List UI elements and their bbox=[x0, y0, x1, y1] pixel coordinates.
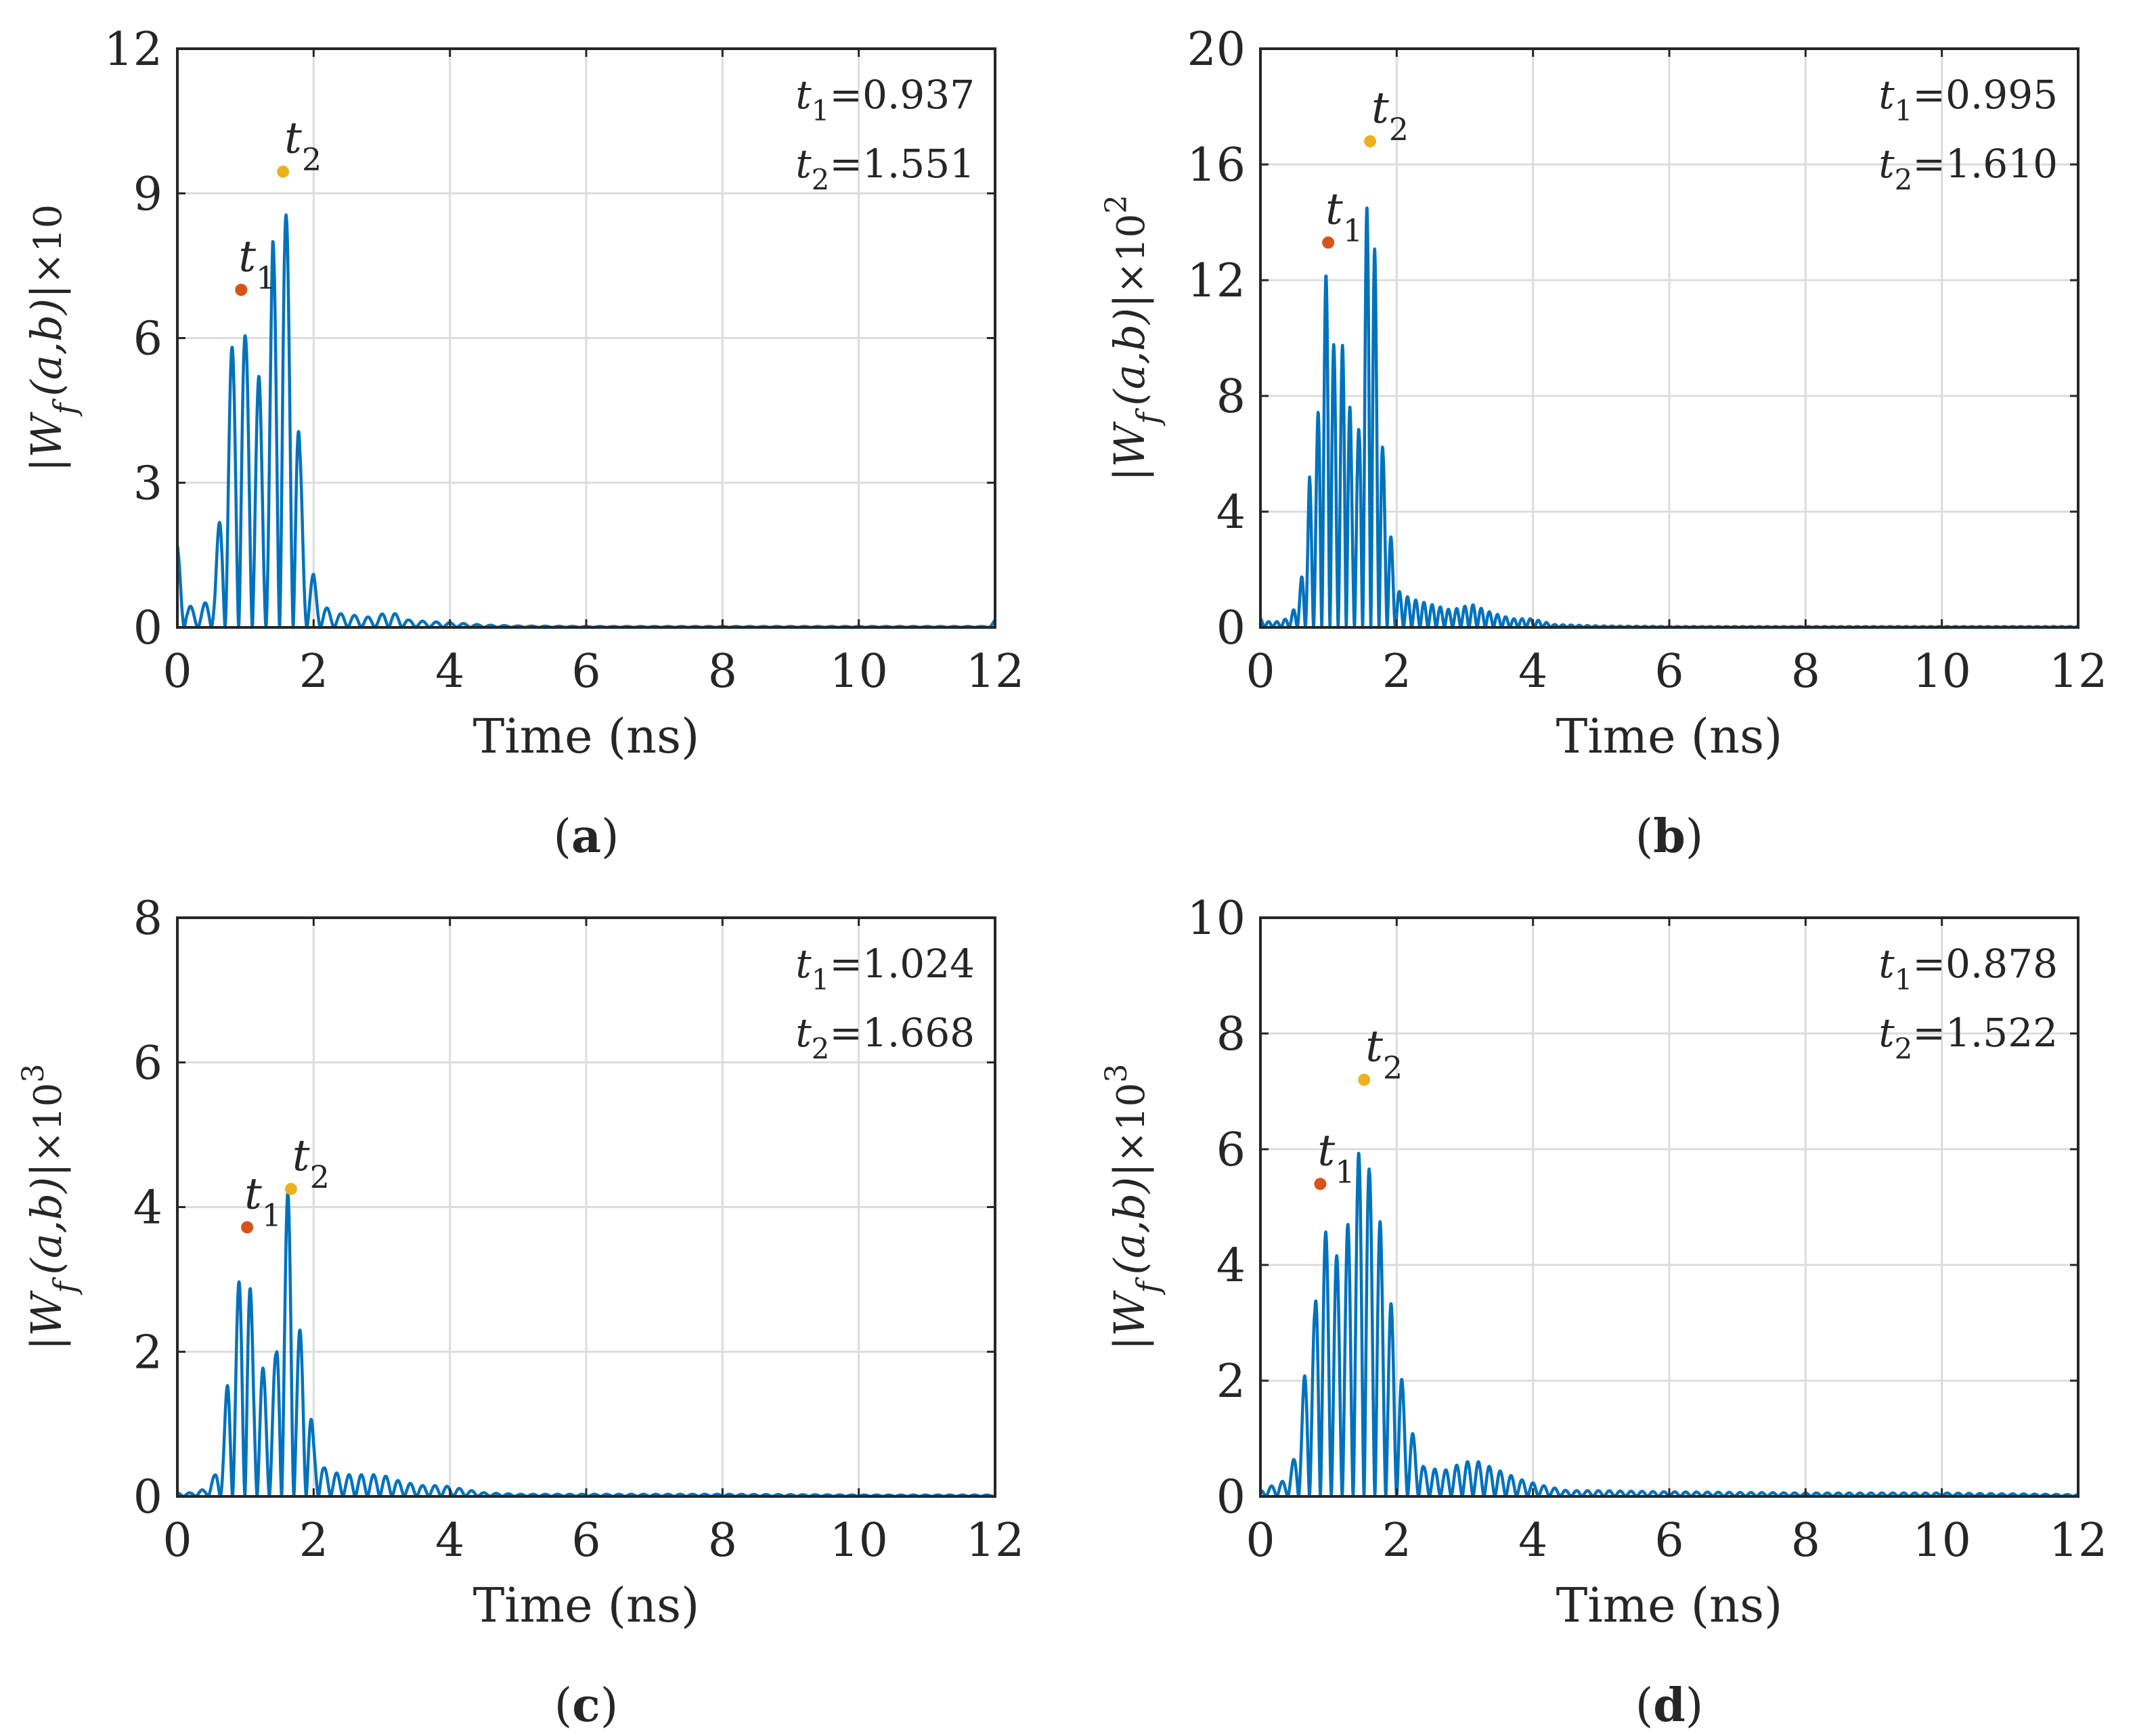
x-tick-label: 6 bbox=[571, 1514, 600, 1567]
x-tick-label: 0 bbox=[1246, 1514, 1275, 1567]
marker-label-t2: t2 bbox=[1365, 1021, 1403, 1086]
marker-label-t1: t1 bbox=[238, 231, 276, 296]
y-tick-label: 9 bbox=[133, 168, 162, 221]
x-tick-label: 0 bbox=[162, 645, 192, 698]
annotation-t2: t2=1.610 bbox=[1878, 141, 2058, 196]
x-tick-label: 6 bbox=[571, 645, 600, 698]
x-tick-label: 6 bbox=[1654, 1514, 1683, 1567]
panel-caption: (a) bbox=[553, 809, 619, 864]
y-tick-label: 0 bbox=[133, 602, 162, 655]
x-tick-label: 8 bbox=[1791, 1514, 1820, 1567]
grid bbox=[1260, 49, 2078, 627]
x-tick-label: 2 bbox=[299, 645, 328, 698]
x-tick-label: 4 bbox=[435, 1514, 464, 1567]
y-tick-label: 2 bbox=[133, 1326, 162, 1379]
marker-t1 bbox=[1322, 236, 1335, 249]
x-axis-label: Time (ns) bbox=[1556, 1578, 1783, 1633]
marker-t2 bbox=[1364, 135, 1377, 148]
marker-t2 bbox=[1358, 1073, 1371, 1086]
x-axis-label: Time (ns) bbox=[473, 1578, 700, 1633]
chart-panel-b: 0 2 4 6 8 10 12 0 4 8 12 16 20 Time (ns) |Wf(a,b)|×102… bbox=[1099, 23, 2107, 864]
marker-t2 bbox=[277, 165, 290, 178]
y-tick-label: 6 bbox=[1216, 1123, 1246, 1177]
y-tick-label: 20 bbox=[1187, 23, 1246, 76]
y-tick-label: 3 bbox=[133, 457, 162, 510]
y-tick-label: 4 bbox=[133, 1182, 162, 1235]
y-tick-label: 10 bbox=[1187, 892, 1246, 945]
x-tick-label: 0 bbox=[1246, 645, 1275, 698]
annotation-t2: t2=1.668 bbox=[795, 1010, 975, 1065]
x-tick-label: 10 bbox=[829, 1514, 888, 1567]
x-tick-label: 8 bbox=[708, 1514, 737, 1567]
x-tick-label: 12 bbox=[966, 1514, 1025, 1567]
x-tick-label: 10 bbox=[1912, 645, 1971, 698]
y-tick-label: 4 bbox=[1216, 1239, 1246, 1293]
marker-label-t2: t2 bbox=[284, 114, 322, 178]
marker-t1 bbox=[235, 284, 248, 296]
x-tick-label: 10 bbox=[1912, 1514, 1971, 1567]
y-tick-label: 4 bbox=[1216, 486, 1246, 539]
chart-panel-a: 0 2 4 6 8 10 12 0 3 6 9 12 Time (ns) |Wf(a,b)|×10 t1=0… bbox=[22, 23, 1024, 864]
chart-panel-d: 0 2 4 6 8 10 12 0 2 4 6 8 10 Time (ns) |Wf(a,b)|×103 t1… bbox=[1099, 892, 2107, 1733]
x-tick-label: 6 bbox=[1654, 645, 1683, 698]
panel-caption: (c) bbox=[554, 1678, 618, 1733]
x-tick-label: 0 bbox=[162, 1514, 192, 1567]
x-axis-label: Time (ns) bbox=[1556, 709, 1783, 764]
x-tick-label: 12 bbox=[966, 645, 1025, 698]
x-tick-label: 4 bbox=[435, 645, 464, 698]
marker-label-t1: t1 bbox=[1317, 1126, 1355, 1190]
marker-t1 bbox=[1314, 1178, 1327, 1190]
annotation-t1: t1=0.937 bbox=[795, 72, 975, 127]
y-tick-label: 16 bbox=[1187, 139, 1246, 192]
x-tick-label: 4 bbox=[1518, 1514, 1547, 1567]
marker-t1 bbox=[241, 1221, 254, 1234]
x-tick-label: 4 bbox=[1518, 645, 1547, 698]
x-tick-label: 8 bbox=[708, 645, 737, 698]
grid bbox=[1260, 918, 2078, 1496]
marker-t2 bbox=[284, 1182, 297, 1195]
y-tick-label: 8 bbox=[1216, 1008, 1246, 1061]
annotation-t1: t1=0.995 bbox=[1878, 72, 2058, 127]
y-axis-label: |Wf(a,b)|×103 bbox=[16, 1064, 83, 1350]
y-tick-label: 0 bbox=[1216, 1471, 1246, 1524]
marker-label-t1: t1 bbox=[1325, 184, 1363, 248]
y-tick-label: 0 bbox=[1216, 602, 1246, 655]
y-tick-label: 2 bbox=[1216, 1355, 1246, 1408]
x-tick-label: 8 bbox=[1791, 645, 1820, 698]
x-tick-label: 12 bbox=[2049, 645, 2108, 698]
marker-label-t2: t2 bbox=[1371, 83, 1409, 148]
panel-caption: (d) bbox=[1635, 1678, 1704, 1733]
annotation-t2: t2=1.522 bbox=[1878, 1010, 2058, 1065]
y-axis-label: |Wf(a,b)|×10 bbox=[22, 204, 83, 472]
x-tick-label: 2 bbox=[1382, 645, 1411, 698]
x-tick-label: 10 bbox=[829, 645, 888, 698]
y-tick-label: 6 bbox=[133, 313, 162, 366]
y-tick-label: 8 bbox=[1216, 370, 1246, 424]
y-axis-label: |Wf(a,b)|×103 bbox=[1099, 1064, 1166, 1350]
x-tick-label: 2 bbox=[1382, 1514, 1411, 1567]
annotation-t1: t1=0.878 bbox=[1878, 941, 2058, 996]
x-tick-label: 2 bbox=[299, 1514, 328, 1567]
grid bbox=[177, 918, 995, 1496]
x-axis-label: Time (ns) bbox=[473, 709, 700, 764]
annotation-t1: t1=1.024 bbox=[795, 941, 975, 996]
y-tick-label: 8 bbox=[133, 892, 162, 945]
grid bbox=[177, 49, 995, 627]
x-tick-label: 12 bbox=[2049, 1514, 2108, 1567]
y-tick-label: 12 bbox=[104, 23, 162, 76]
annotation-t2: t2=1.551 bbox=[795, 141, 975, 196]
marker-label-t2: t2 bbox=[292, 1131, 330, 1195]
panel-caption: (b) bbox=[1635, 809, 1704, 864]
y-tick-label: 6 bbox=[133, 1037, 162, 1090]
y-axis-label: |Wf(a,b)|×102 bbox=[1099, 195, 1166, 481]
marker-label-t1: t1 bbox=[244, 1169, 282, 1233]
y-tick-label: 0 bbox=[133, 1471, 162, 1524]
y-tick-label: 12 bbox=[1187, 254, 1246, 308]
